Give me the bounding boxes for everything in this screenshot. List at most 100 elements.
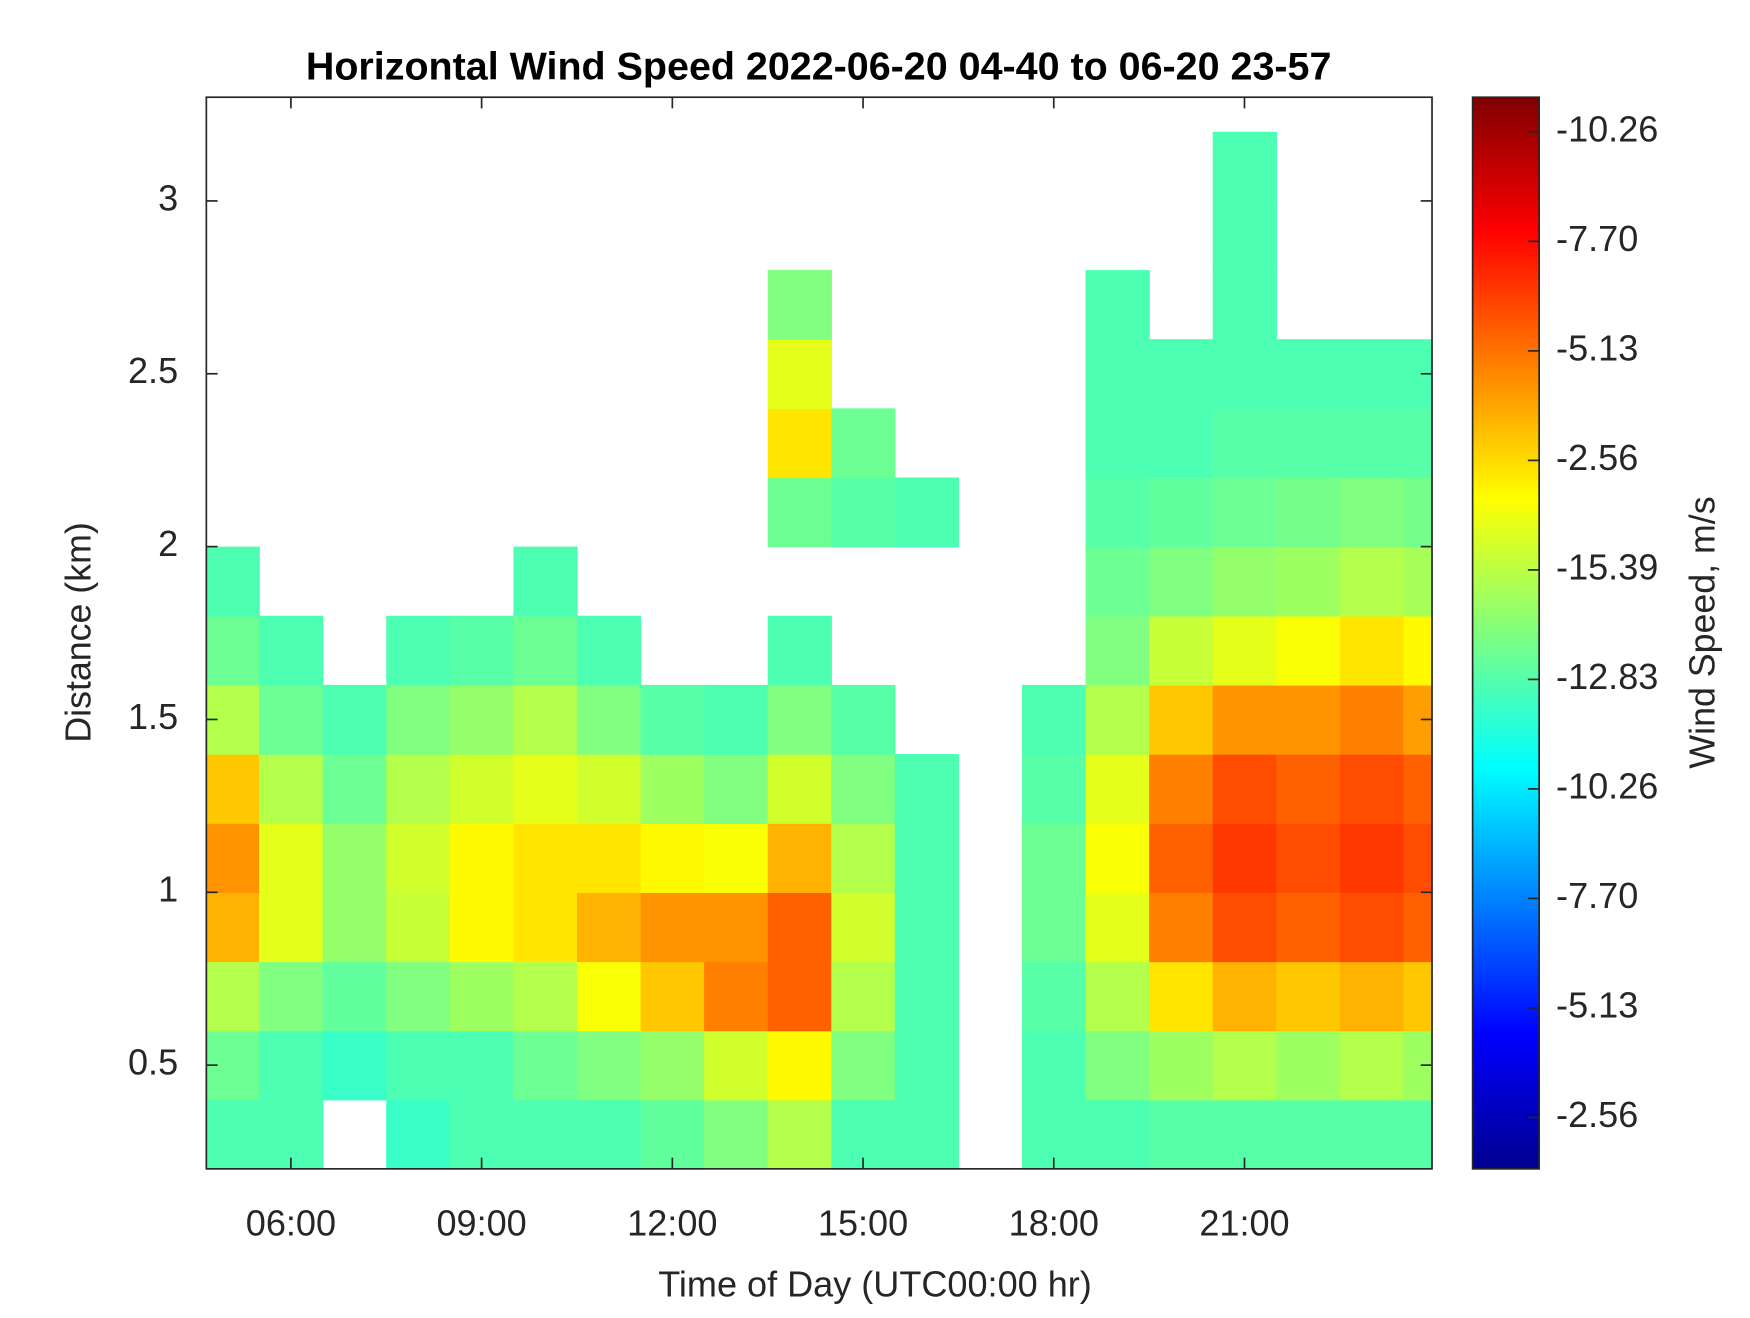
colorbar-tick-label: -10.26 <box>1556 766 1658 807</box>
heatmap-cell <box>1403 615 1433 686</box>
x-tick-label: 09:00 <box>436 1202 526 1243</box>
heatmap-cell <box>1085 615 1150 686</box>
heatmap-cell <box>322 892 387 963</box>
heatmap-cell <box>1403 477 1433 548</box>
heatmap-cell <box>206 1099 260 1169</box>
heatmap-cell <box>576 615 642 686</box>
heatmap-cell <box>386 892 451 963</box>
x-axis-label: Time of Day (UTC00:00 hr) <box>658 1264 1092 1305</box>
heatmap-cell <box>831 823 896 893</box>
heatmap-cell <box>1212 408 1277 479</box>
y-tick-label: 2 <box>158 523 178 564</box>
heatmap-cell <box>206 892 260 963</box>
heatmap-cell <box>767 270 832 340</box>
heatmap-cell <box>704 1099 769 1169</box>
heatmap-cell <box>1212 477 1277 548</box>
heatmap-cell <box>1212 131 1277 202</box>
heatmap-cell <box>449 823 515 893</box>
heatmap-cell <box>767 477 832 548</box>
heatmap-cell <box>831 408 896 479</box>
heatmap-cell <box>206 546 260 617</box>
heatmap-cell <box>1339 408 1405 479</box>
heatmap-cell <box>640 961 705 1032</box>
heatmap-cell <box>1339 684 1405 755</box>
heatmap-cell <box>1212 892 1277 963</box>
heatmap-cell <box>1403 754 1433 824</box>
heatmap-cell <box>1212 754 1277 824</box>
heatmap-cell <box>1339 477 1405 548</box>
heatmap-cell <box>1149 823 1214 893</box>
heatmap-cell <box>1339 961 1405 1032</box>
heatmap-cell <box>206 615 260 686</box>
heatmap-cell <box>831 684 896 755</box>
colorbar <box>1471 96 1540 1170</box>
heatmap-cell <box>1276 546 1341 617</box>
x-tick-label: 15:00 <box>818 1202 908 1243</box>
heatmap-cell <box>1212 615 1277 686</box>
heatmap-cell <box>831 754 896 824</box>
colorbar-tick-label: -10.26 <box>1556 108 1658 149</box>
heatmap-cell <box>322 1030 387 1101</box>
heatmap-cell <box>259 823 324 893</box>
heatmap-cell <box>640 892 705 963</box>
x-tick-label: 18:00 <box>1009 1202 1099 1243</box>
heatmap-cell <box>449 684 515 755</box>
heatmap-cell <box>449 615 515 686</box>
heatmap-cell <box>894 823 960 893</box>
heatmap-cell <box>1276 339 1341 410</box>
heatmap-cell <box>206 961 260 1032</box>
y-tick-label: 0.5 <box>128 1042 178 1083</box>
heatmap-cell <box>831 1099 896 1169</box>
heatmap-cell <box>206 823 260 893</box>
heatmap-cell <box>1149 1030 1214 1101</box>
heatmap-cell <box>513 754 578 824</box>
heatmap-cell <box>513 961 578 1032</box>
heatmap-cell <box>894 892 960 963</box>
heatmap-cell <box>1085 754 1150 824</box>
heatmap-cell <box>386 1030 451 1101</box>
heatmap-cell <box>259 754 324 824</box>
heatmap-cell <box>206 754 260 824</box>
heatmap-cell <box>1276 477 1341 548</box>
colorbar-tick-label: -7.70 <box>1556 218 1638 259</box>
heatmap-cell <box>1085 684 1150 755</box>
heatmap-cell <box>1339 1099 1405 1169</box>
heatmap-cell <box>831 477 896 548</box>
heatmap-cell <box>1149 892 1214 963</box>
heatmap-cell <box>894 1030 960 1101</box>
heatmap-cell <box>894 477 960 548</box>
y-tick-label: 3 <box>158 178 178 219</box>
heatmap-cell <box>1149 339 1214 410</box>
heatmap-cell <box>576 754 642 824</box>
heatmap-cell <box>1276 684 1341 755</box>
heatmap-cell <box>513 892 578 963</box>
heatmap-cell <box>1339 823 1405 893</box>
heatmap-cell <box>1085 408 1150 479</box>
heatmap-cell <box>640 754 705 824</box>
heatmap-cell <box>1403 1030 1433 1101</box>
heatmap-cell <box>1403 408 1433 479</box>
heatmap-cell <box>1276 408 1341 479</box>
heatmap-cell <box>767 408 832 479</box>
heatmap-cell <box>259 1030 324 1101</box>
heatmap-cell <box>1212 1099 1277 1169</box>
heatmap-cell <box>1212 200 1277 271</box>
heatmap-cell <box>767 754 832 824</box>
heatmap-cell <box>513 823 578 893</box>
heatmap-cell <box>322 684 387 755</box>
colorbar-tick-label: -2.56 <box>1556 437 1638 478</box>
colorbar-tick-label: -2.56 <box>1556 1094 1638 1135</box>
x-tick-label: 21:00 <box>1199 1202 1289 1243</box>
heatmap-cell <box>513 546 578 617</box>
heatmap-cell <box>1339 339 1405 410</box>
heatmap-cell <box>513 684 578 755</box>
heatmap-cell <box>449 961 515 1032</box>
heatmap-cell <box>1021 1099 1087 1169</box>
heatmap-cell <box>513 1099 578 1169</box>
heatmap-cell <box>1149 408 1214 479</box>
heatmap-cell <box>259 684 324 755</box>
heatmap-cell <box>449 1099 515 1169</box>
heatmap-cell <box>1212 823 1277 893</box>
